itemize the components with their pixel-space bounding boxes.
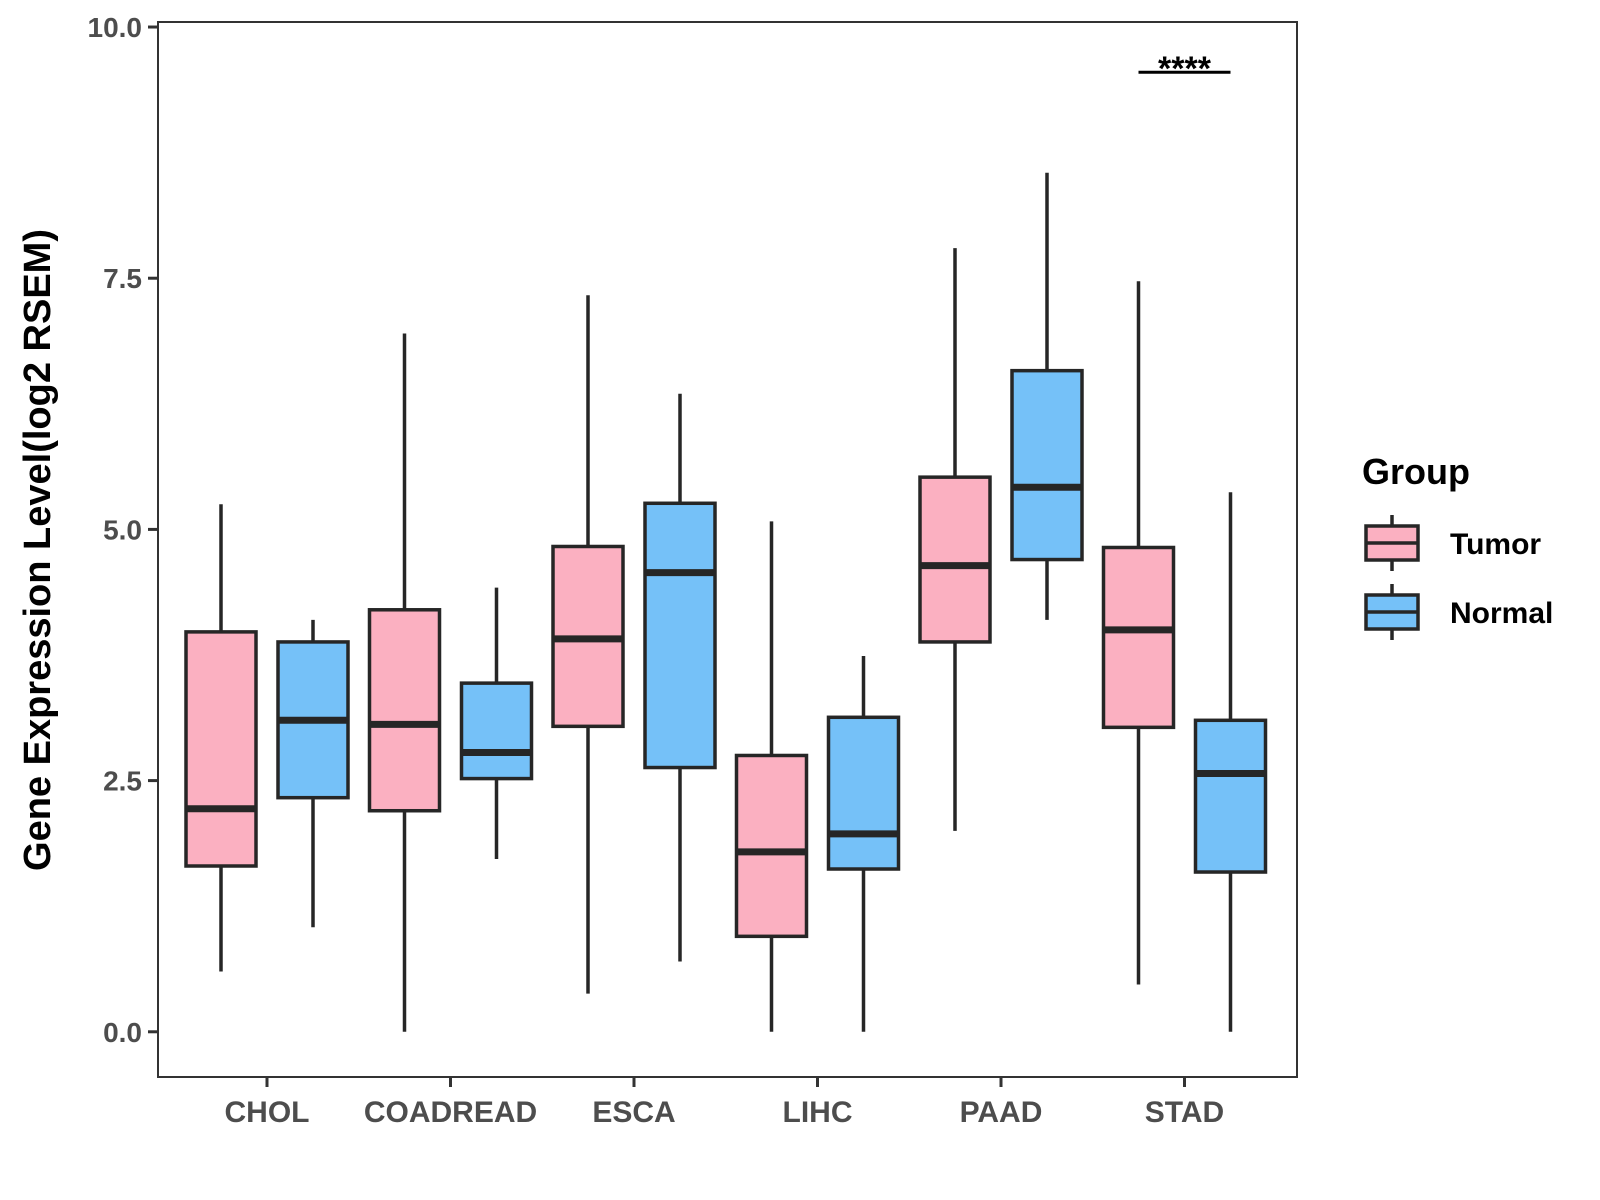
box-tumor-chol (184, 630, 258, 868)
x-tick-label-stad: STAD (1145, 1096, 1224, 1129)
axes: 0.0 2.5 5.0 7.5 10.0 CHOL COADREAD ESCA LIHC PAAD… (88, 12, 1225, 1129)
x-tick-label-esca: ESCA (592, 1096, 675, 1129)
y-tick-label: 0.0 (103, 1017, 142, 1048)
annotations: **** (1138, 50, 1231, 88)
y-tick-label: 7.5 (103, 263, 142, 294)
x-tick-label-paad: PAAD (960, 1096, 1043, 1129)
legend-title: Group (1362, 451, 1470, 492)
legend: Group Tumor Normal (1362, 451, 1553, 640)
x-tick-label-chol: CHOL (225, 1096, 310, 1129)
box-normal-lihc (826, 715, 901, 871)
x-tick-label-coadread: COADREAD (364, 1096, 537, 1129)
whiskers (219, 172, 1233, 1032)
significance-label: **** (1158, 50, 1212, 88)
box-normal-stad (1193, 718, 1268, 874)
x-tick-label-lihc: LIHC (783, 1096, 853, 1129)
legend-item-tumor: Tumor (1364, 515, 1541, 571)
plot-panel-border (157, 21, 1298, 1078)
y-tick-label: 2.5 (103, 766, 142, 797)
y-tick-label: 5.0 (103, 514, 142, 545)
legend-item-normal: Normal (1364, 584, 1553, 640)
box-tumor-lihc (734, 753, 809, 939)
box-normal-paad (1010, 368, 1084, 562)
box-tumor-coadread (367, 608, 442, 813)
boxes (184, 368, 1268, 939)
box-tumor-stad (1101, 545, 1176, 730)
legend-label: Normal (1450, 597, 1553, 630)
plot-panel (157, 21, 1298, 1078)
y-tick-label: 10.0 (88, 12, 143, 43)
y-axis-title: Gene Expression Level(log2 RSEM) (17, 229, 59, 871)
box-normal-esca (643, 501, 717, 770)
box-normal-coadread (459, 681, 534, 781)
box-tumor-paad (918, 475, 992, 644)
legend-label: Tumor (1450, 528, 1541, 561)
